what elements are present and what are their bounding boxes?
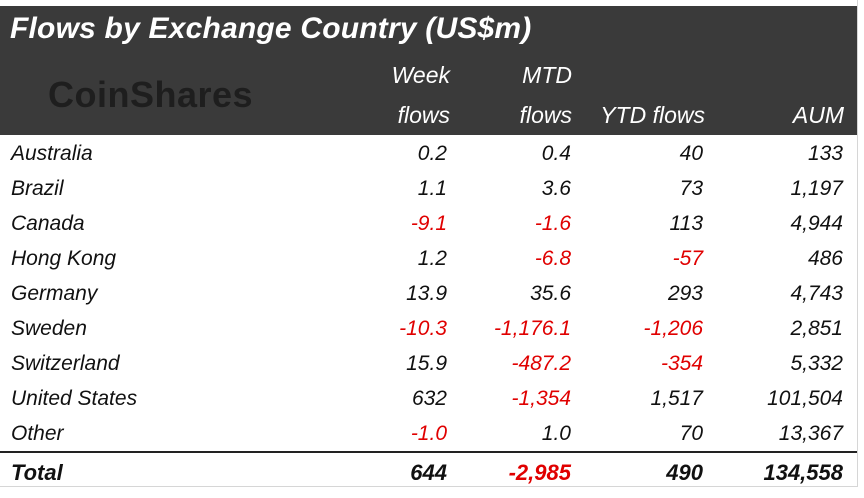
mtd-flows-value: 0.4 bbox=[541, 142, 571, 165]
table-row: Switzerland 15.9 -487.2 -354 5,332 bbox=[0, 348, 857, 383]
title-bar: Flows by Exchange Country (US$m) bbox=[0, 6, 857, 50]
ytd-flows-value: -57 bbox=[672, 247, 703, 270]
ytd-flows-value: 40 bbox=[679, 142, 703, 165]
week-flows-value: 644 bbox=[410, 460, 447, 485]
table-row: Sweden -10.3 -1,176.1 -1,206 2,851 bbox=[0, 313, 857, 348]
mtd-flows-value: 35.6 bbox=[530, 282, 571, 305]
table-row: Other -1.0 1.0 70 13,367 bbox=[0, 418, 857, 453]
col-mtd-header-line1: MTD bbox=[522, 62, 572, 88]
week-flows-value: 632 bbox=[411, 387, 447, 410]
table-row: Australia 0.2 0.4 40 133 bbox=[0, 138, 857, 173]
table-title: Flows by Exchange Country (US$m) bbox=[10, 12, 532, 45]
col-week-header-line1: Week bbox=[391, 62, 450, 88]
col-ytd-header: YTD flows bbox=[600, 102, 705, 128]
total-divider bbox=[0, 451, 857, 453]
aum-value: 1,197 bbox=[790, 177, 843, 200]
col-week-header-line2: flows bbox=[397, 102, 450, 128]
ytd-flows-value: 73 bbox=[679, 177, 703, 200]
mtd-flows-value: -1.6 bbox=[534, 212, 571, 235]
flows-table: Flows by Exchange Country (US$m) CoinSha… bbox=[0, 0, 858, 487]
mtd-flows-value: -487.2 bbox=[511, 352, 571, 375]
ytd-flows-value: 293 bbox=[667, 282, 703, 305]
week-flows-value: 1.1 bbox=[417, 177, 447, 200]
week-flows-value: -10.3 bbox=[399, 317, 447, 340]
table-row: Brazil 1.1 3.6 73 1,197 bbox=[0, 173, 857, 208]
aum-value: 101,504 bbox=[767, 387, 843, 410]
table-row: Canada -9.1 -1.6 113 4,944 bbox=[0, 208, 857, 243]
mtd-flows-value: 3.6 bbox=[541, 177, 571, 200]
mtd-flows-value: -1,354 bbox=[511, 387, 571, 410]
country-name: Germany bbox=[11, 282, 98, 305]
aum-value: 4,944 bbox=[790, 212, 843, 235]
ytd-flows-value: 490 bbox=[666, 460, 703, 485]
col-mtd-header-line2: flows bbox=[519, 102, 572, 128]
country-name: Switzerland bbox=[11, 352, 120, 375]
week-flows-value: 13.9 bbox=[406, 282, 447, 305]
total-label: Total bbox=[11, 460, 63, 485]
aum-value: 2,851 bbox=[790, 317, 843, 340]
country-name: Hong Kong bbox=[11, 247, 117, 270]
week-flows-value: 15.9 bbox=[406, 352, 447, 375]
aum-value: 4,743 bbox=[790, 282, 843, 305]
table-row: Germany 13.9 35.6 293 4,743 bbox=[0, 278, 857, 313]
aum-value: 5,332 bbox=[790, 352, 843, 375]
aum-value: 133 bbox=[807, 142, 843, 165]
coinshares-logo: CoinShares bbox=[48, 74, 254, 115]
country-name: Sweden bbox=[11, 317, 87, 340]
aum-value: 13,367 bbox=[778, 422, 843, 445]
week-flows-value: -9.1 bbox=[410, 212, 447, 235]
mtd-flows-value: -1,176.1 bbox=[493, 317, 571, 340]
country-name: Canada bbox=[11, 212, 85, 235]
country-name: Australia bbox=[11, 142, 93, 165]
ytd-flows-value: 113 bbox=[669, 212, 703, 235]
ytd-flows-value: 70 bbox=[679, 422, 703, 445]
aum-value: 134,558 bbox=[763, 460, 843, 485]
col-aum-header: AUM bbox=[792, 102, 844, 128]
mtd-flows-value: -6.8 bbox=[534, 247, 571, 270]
total-row: Total 644 -2,985 490 134,558 bbox=[0, 456, 857, 491]
table-row: Hong Kong 1.2 -6.8 -57 486 bbox=[0, 243, 857, 278]
week-flows-value: -1.0 bbox=[410, 422, 447, 445]
table-row: United States 632 -1,354 1,517 101,504 bbox=[0, 383, 857, 418]
table-header: CoinShares Week flows MTD flows YTD flow… bbox=[0, 50, 857, 135]
country-name: United States bbox=[11, 387, 138, 410]
country-name: Other bbox=[11, 422, 64, 445]
mtd-flows-value: -2,985 bbox=[508, 460, 571, 485]
country-name: Brazil bbox=[11, 177, 64, 200]
week-flows-value: 0.2 bbox=[417, 142, 447, 165]
ytd-flows-value: -354 bbox=[660, 352, 703, 375]
week-flows-value: 1.2 bbox=[417, 247, 447, 270]
aum-value: 486 bbox=[807, 247, 843, 270]
ytd-flows-value: -1,206 bbox=[643, 317, 703, 340]
ytd-flows-value: 1,517 bbox=[650, 387, 703, 410]
mtd-flows-value: 1.0 bbox=[541, 422, 571, 445]
